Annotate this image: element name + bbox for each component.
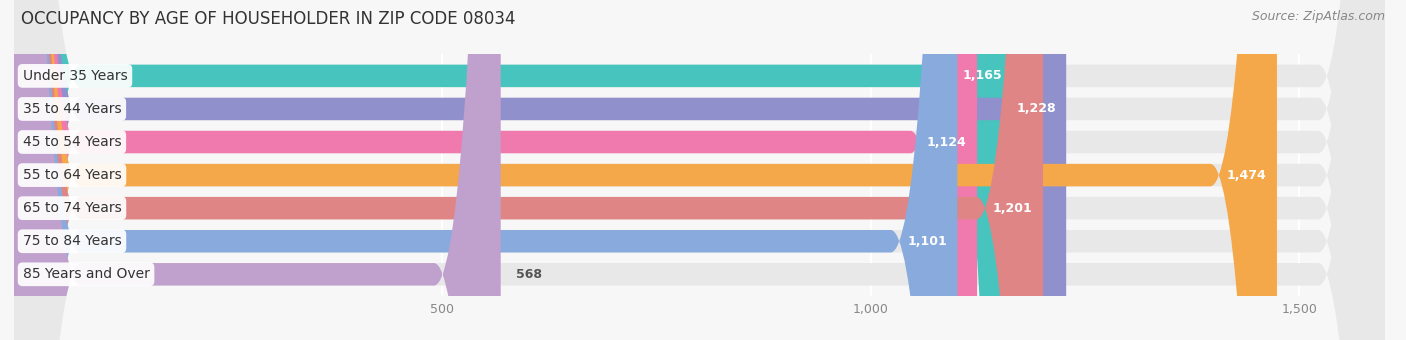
Text: 1,165: 1,165 (962, 69, 1002, 82)
Text: 1,201: 1,201 (993, 202, 1033, 215)
FancyBboxPatch shape (14, 0, 1385, 340)
Text: 85 Years and Over: 85 Years and Over (22, 267, 149, 281)
Text: Under 35 Years: Under 35 Years (22, 69, 128, 83)
Text: 1,228: 1,228 (1017, 102, 1056, 116)
FancyBboxPatch shape (14, 0, 501, 340)
FancyBboxPatch shape (14, 0, 1043, 340)
Text: 1,474: 1,474 (1227, 169, 1267, 182)
Text: 1,101: 1,101 (907, 235, 948, 248)
FancyBboxPatch shape (14, 0, 1385, 340)
Text: 65 to 74 Years: 65 to 74 Years (22, 201, 121, 215)
Text: 35 to 44 Years: 35 to 44 Years (22, 102, 121, 116)
Text: Source: ZipAtlas.com: Source: ZipAtlas.com (1251, 10, 1385, 23)
FancyBboxPatch shape (14, 0, 957, 340)
Text: 75 to 84 Years: 75 to 84 Years (22, 234, 121, 248)
FancyBboxPatch shape (14, 0, 1066, 340)
FancyBboxPatch shape (14, 0, 977, 340)
Text: 568: 568 (516, 268, 543, 281)
Text: 45 to 54 Years: 45 to 54 Years (22, 135, 121, 149)
FancyBboxPatch shape (14, 0, 1385, 340)
FancyBboxPatch shape (14, 0, 1277, 340)
FancyBboxPatch shape (14, 0, 1012, 340)
FancyBboxPatch shape (14, 0, 1385, 340)
FancyBboxPatch shape (14, 0, 1385, 340)
Text: 1,124: 1,124 (927, 136, 967, 149)
FancyBboxPatch shape (14, 0, 1385, 340)
FancyBboxPatch shape (14, 0, 1385, 340)
Text: OCCUPANCY BY AGE OF HOUSEHOLDER IN ZIP CODE 08034: OCCUPANCY BY AGE OF HOUSEHOLDER IN ZIP C… (21, 10, 516, 28)
Text: 55 to 64 Years: 55 to 64 Years (22, 168, 121, 182)
